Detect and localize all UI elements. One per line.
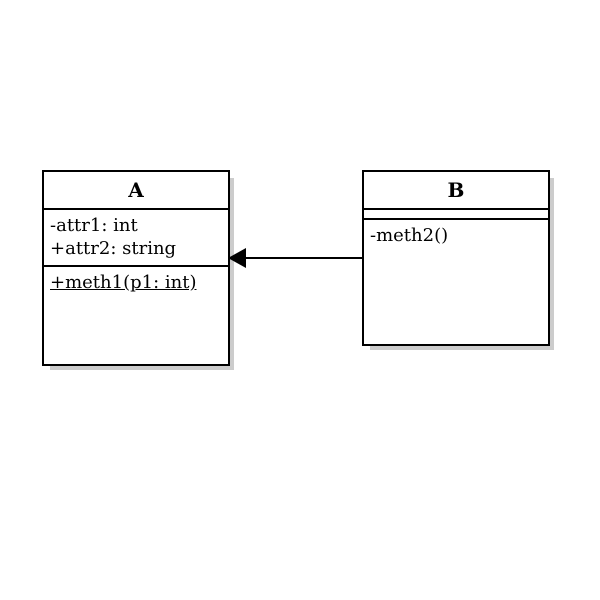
class-a-attr-1: +attr2: string (50, 237, 222, 260)
edge-b-to-a-line (244, 257, 362, 259)
class-a-title: A (44, 172, 228, 210)
class-b-box: B -meth2() (362, 170, 550, 346)
class-a-methods: +meth1(p1: int) (44, 267, 228, 298)
class-b-method-0: -meth2() (370, 224, 542, 247)
class-b-title: B (364, 172, 548, 210)
class-a-attributes: -attr1: int +attr2: string (44, 210, 228, 267)
class-b-methods: -meth2() (364, 220, 548, 251)
class-a-method-0: +meth1(p1: int) (50, 271, 222, 294)
edge-b-to-a-arrowhead (228, 246, 248, 270)
class-b-attributes (364, 210, 548, 220)
class-a-box: A -attr1: int +attr2: string +meth1(p1: … (42, 170, 230, 366)
class-a-attr-0: -attr1: int (50, 214, 222, 237)
